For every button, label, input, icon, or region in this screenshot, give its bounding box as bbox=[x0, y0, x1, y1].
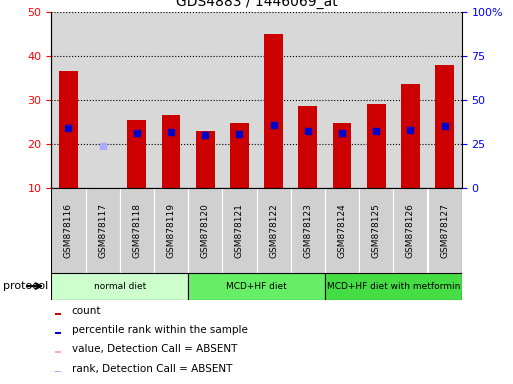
Bar bbox=[154, 188, 188, 273]
Bar bbox=[393, 12, 427, 188]
Bar bbox=[291, 188, 325, 273]
Bar bbox=[393, 188, 427, 273]
Bar bbox=[325, 188, 359, 273]
Text: GSM878118: GSM878118 bbox=[132, 203, 141, 258]
Bar bbox=[325, 12, 359, 188]
Text: GSM878127: GSM878127 bbox=[440, 203, 449, 258]
Bar bbox=[55, 351, 61, 353]
Bar bbox=[188, 188, 222, 273]
Text: MCD+HF diet: MCD+HF diet bbox=[226, 281, 287, 291]
Bar bbox=[299, 106, 317, 188]
Title: GDS4883 / 1446069_at: GDS4883 / 1446069_at bbox=[175, 0, 338, 9]
Bar bbox=[367, 104, 386, 188]
Text: GSM878120: GSM878120 bbox=[201, 203, 210, 258]
Bar bbox=[222, 188, 256, 273]
Text: protocol: protocol bbox=[4, 281, 49, 291]
Text: GSM878116: GSM878116 bbox=[64, 203, 73, 258]
Text: normal diet: normal diet bbox=[93, 281, 146, 291]
Bar bbox=[256, 188, 291, 273]
Bar bbox=[120, 188, 154, 273]
Bar bbox=[51, 273, 188, 300]
Bar bbox=[93, 188, 112, 230]
Bar bbox=[359, 12, 393, 188]
Text: count: count bbox=[72, 306, 102, 316]
Bar bbox=[188, 273, 325, 300]
Bar bbox=[435, 65, 454, 188]
Text: GSM878117: GSM878117 bbox=[98, 203, 107, 258]
Bar bbox=[55, 313, 61, 315]
Bar bbox=[427, 12, 462, 188]
Bar bbox=[154, 12, 188, 188]
Bar bbox=[325, 273, 462, 300]
Bar bbox=[59, 71, 78, 188]
Bar bbox=[51, 12, 86, 188]
Text: GSM878125: GSM878125 bbox=[372, 203, 381, 258]
Bar bbox=[188, 12, 222, 188]
Bar bbox=[291, 12, 325, 188]
Bar bbox=[86, 188, 120, 273]
Text: GSM878119: GSM878119 bbox=[167, 203, 175, 258]
Text: MCD+HF diet with metformin: MCD+HF diet with metformin bbox=[327, 281, 460, 291]
Bar bbox=[86, 12, 120, 188]
Text: percentile rank within the sample: percentile rank within the sample bbox=[72, 325, 248, 335]
Bar bbox=[127, 120, 146, 188]
Bar bbox=[196, 131, 214, 188]
Bar bbox=[401, 84, 420, 188]
Bar bbox=[264, 35, 283, 188]
Text: value, Detection Call = ABSENT: value, Detection Call = ABSENT bbox=[72, 344, 237, 354]
Text: GSM878121: GSM878121 bbox=[235, 203, 244, 258]
Text: GSM878123: GSM878123 bbox=[303, 203, 312, 258]
Bar bbox=[256, 12, 291, 188]
Bar bbox=[120, 12, 154, 188]
Bar bbox=[230, 123, 249, 188]
Bar bbox=[427, 188, 462, 273]
Text: GSM878124: GSM878124 bbox=[338, 203, 346, 258]
Bar bbox=[359, 188, 393, 273]
Bar bbox=[162, 115, 181, 188]
Bar bbox=[332, 123, 351, 188]
Bar bbox=[51, 188, 86, 273]
Text: GSM878122: GSM878122 bbox=[269, 203, 278, 258]
Bar bbox=[222, 12, 256, 188]
Bar bbox=[55, 332, 61, 334]
Bar bbox=[55, 371, 61, 372]
Text: GSM878126: GSM878126 bbox=[406, 203, 415, 258]
Text: rank, Detection Call = ABSENT: rank, Detection Call = ABSENT bbox=[72, 364, 232, 374]
